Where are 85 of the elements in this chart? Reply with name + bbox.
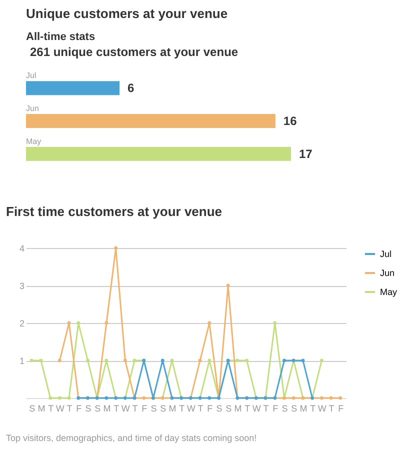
point: [198, 358, 202, 362]
point: [236, 358, 240, 362]
x-tick-label: M: [234, 404, 242, 414]
x-tick-label: T: [310, 404, 316, 414]
x-tick-label: T: [48, 404, 54, 414]
point: [76, 321, 80, 325]
x-tick-label: F: [207, 404, 214, 414]
point: [104, 358, 108, 362]
text: 261 unique customers at your venue: [30, 45, 238, 59]
x-tick-label: T: [263, 404, 270, 414]
x-tick-label: F: [272, 404, 279, 414]
chart-title: First time customers at your venue: [6, 204, 222, 219]
point: [114, 246, 118, 250]
text: Top visitors, demographics, and time of day stats coming soon!: [6, 433, 257, 443]
y-tick-label: 3: [19, 281, 24, 291]
point: [104, 321, 108, 325]
point: [329, 396, 333, 400]
data-label: 6: [128, 81, 135, 96]
point: [273, 321, 277, 325]
x-tick-label: T: [114, 404, 120, 414]
point: [208, 396, 212, 400]
point: [338, 396, 342, 400]
point: [67, 396, 71, 400]
x-tick-label: W: [56, 404, 65, 414]
x-tick-label: W: [186, 404, 196, 414]
chart-title: Unique customers at your venue: [26, 6, 228, 21]
point: [301, 358, 305, 362]
point: [160, 358, 164, 362]
x-tick-label: F: [338, 404, 344, 414]
x-tick-label: S: [150, 404, 157, 414]
x-tick-label: S: [29, 404, 36, 414]
point: [132, 358, 136, 362]
x-tick-label: M: [103, 404, 111, 414]
x-tick-label: T: [132, 404, 138, 414]
x-tick-label: S: [226, 404, 232, 414]
point: [226, 284, 230, 288]
point: [208, 358, 212, 362]
legend-label: Jul: [380, 249, 392, 259]
x-tick-label: M: [300, 404, 308, 414]
legend-label: May: [380, 287, 398, 297]
data-label: 17: [299, 146, 313, 161]
x-tick-label: M: [168, 404, 176, 414]
point: [245, 358, 249, 362]
legend-label: Jun: [380, 268, 395, 278]
y-tick-label: 1: [19, 356, 24, 366]
point: [39, 358, 43, 362]
x-tick-label: W: [121, 404, 130, 414]
y-tick-label: 4: [19, 244, 24, 254]
point: [123, 358, 127, 362]
x-tick-label: W: [318, 404, 327, 414]
point: [142, 396, 146, 400]
point: [282, 358, 286, 362]
x-tick-label: S: [291, 404, 298, 414]
x-tick-label: S: [282, 404, 288, 414]
point: [320, 396, 324, 400]
x-tick-label: T: [198, 404, 204, 414]
point: [67, 321, 71, 325]
category-label: Jun: [26, 104, 39, 113]
x-tick-label: S: [216, 404, 222, 414]
point: [30, 358, 34, 362]
x-tick-label: T: [328, 404, 335, 414]
point: [86, 358, 90, 362]
category-label: Jul: [26, 71, 36, 80]
x-tick-label: T: [66, 404, 73, 414]
x-tick-label: W: [252, 404, 262, 414]
data-label: 16: [283, 114, 298, 128]
x-tick-label: T: [244, 404, 251, 414]
point: [170, 358, 174, 362]
x-tick-label: S: [85, 404, 92, 414]
x-tick-label: S: [94, 404, 101, 414]
point: [320, 358, 324, 362]
chart-subtitle: All-time stats: [26, 31, 96, 43]
point: [292, 396, 296, 400]
point: [58, 396, 62, 400]
x-tick-label: F: [76, 404, 82, 414]
category-label: May: [26, 136, 42, 146]
point: [208, 321, 212, 325]
x-tick-label: F: [142, 404, 148, 414]
x-tick-label: M: [38, 404, 46, 414]
y-tick-label: 2: [19, 318, 24, 328]
point: [58, 358, 62, 362]
point: [104, 396, 108, 400]
x-tick-label: T: [179, 404, 186, 414]
point: [48, 396, 52, 400]
x-tick-label: S: [160, 404, 166, 414]
